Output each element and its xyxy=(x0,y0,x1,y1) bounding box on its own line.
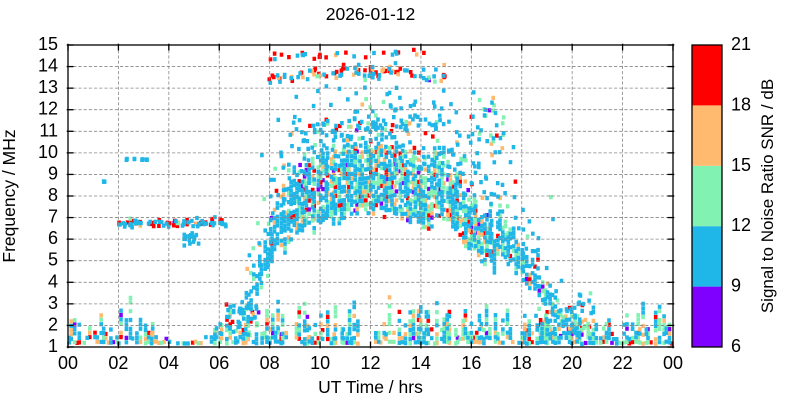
svg-text:13: 13 xyxy=(38,77,58,97)
svg-text:18: 18 xyxy=(731,94,751,114)
svg-text:15: 15 xyxy=(38,34,58,54)
svg-text:12: 12 xyxy=(38,99,58,119)
svg-text:10: 10 xyxy=(310,353,330,373)
svg-text:2026-01-12: 2026-01-12 xyxy=(326,4,416,24)
svg-text:06: 06 xyxy=(209,353,229,373)
svg-text:20: 20 xyxy=(562,353,582,373)
svg-text:00: 00 xyxy=(663,353,683,373)
svg-text:18: 18 xyxy=(512,353,532,373)
svg-text:Frequency / MHz: Frequency / MHz xyxy=(0,129,19,262)
svg-text:7: 7 xyxy=(48,207,58,227)
svg-text:4: 4 xyxy=(48,271,58,291)
svg-text:Signal to Noise Ratio SNR / dB: Signal to Noise Ratio SNR / dB xyxy=(758,79,777,313)
svg-text:6: 6 xyxy=(731,336,741,356)
svg-text:2: 2 xyxy=(48,314,58,334)
svg-text:5: 5 xyxy=(48,250,58,270)
svg-text:14: 14 xyxy=(38,56,58,76)
svg-text:3: 3 xyxy=(48,293,58,313)
svg-text:UT Time / hrs: UT Time / hrs xyxy=(318,377,423,397)
svg-text:04: 04 xyxy=(159,353,179,373)
svg-text:9: 9 xyxy=(731,276,741,296)
svg-text:22: 22 xyxy=(613,353,633,373)
svg-text:8: 8 xyxy=(48,185,58,205)
svg-text:00: 00 xyxy=(58,353,78,373)
svg-text:6: 6 xyxy=(48,228,58,248)
svg-text:12: 12 xyxy=(360,353,380,373)
svg-text:1: 1 xyxy=(48,336,58,356)
svg-text:11: 11 xyxy=(39,120,58,140)
svg-text:21: 21 xyxy=(731,34,751,54)
svg-text:9: 9 xyxy=(48,163,58,183)
svg-text:14: 14 xyxy=(411,353,431,373)
svg-text:10: 10 xyxy=(38,142,58,162)
svg-text:12: 12 xyxy=(731,215,751,235)
svg-text:08: 08 xyxy=(260,353,280,373)
svg-text:16: 16 xyxy=(461,353,481,373)
svg-text:15: 15 xyxy=(731,155,751,175)
svg-text:02: 02 xyxy=(108,353,128,373)
